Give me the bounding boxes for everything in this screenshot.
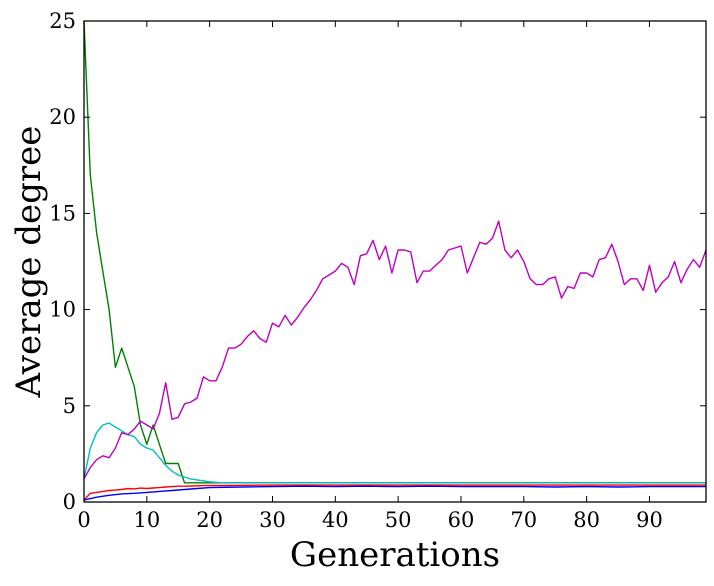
x-tick-label: 10 — [133, 508, 160, 532]
series-layer — [83, 20, 707, 501]
x-tick-label: 60 — [448, 508, 475, 532]
series-line-3 — [83, 484, 706, 501]
x-tick-label: 80 — [573, 508, 600, 532]
y-tick-label: 0 — [63, 490, 76, 514]
x-tick-label: 90 — [636, 508, 663, 532]
y-tick-label: 25 — [49, 9, 76, 33]
series-line-4 — [83, 485, 706, 501]
y-tick-label: 20 — [49, 105, 76, 129]
x-axis-label: Generations — [290, 535, 500, 575]
series-line-2 — [83, 422, 706, 484]
x-tick-label: 0 — [77, 508, 90, 532]
series-line-5 — [83, 220, 707, 480]
y-axis-label: Average degree — [9, 126, 49, 399]
x-tick-label: 50 — [385, 508, 412, 532]
x-tick-label: 40 — [322, 508, 349, 532]
x-tick-label: 70 — [510, 508, 537, 532]
tick-layer: 0 10 20 30 40 50 60 70 80 90 0 5 10 15 20 25 — [49, 9, 706, 532]
y-tick-label: 15 — [49, 201, 76, 225]
plot-frame — [83, 20, 707, 503]
x-tick-label: 30 — [259, 508, 286, 532]
y-tick-label: 5 — [63, 394, 76, 418]
y-tick-label: 10 — [49, 298, 76, 322]
x-tick-label: 20 — [196, 508, 223, 532]
